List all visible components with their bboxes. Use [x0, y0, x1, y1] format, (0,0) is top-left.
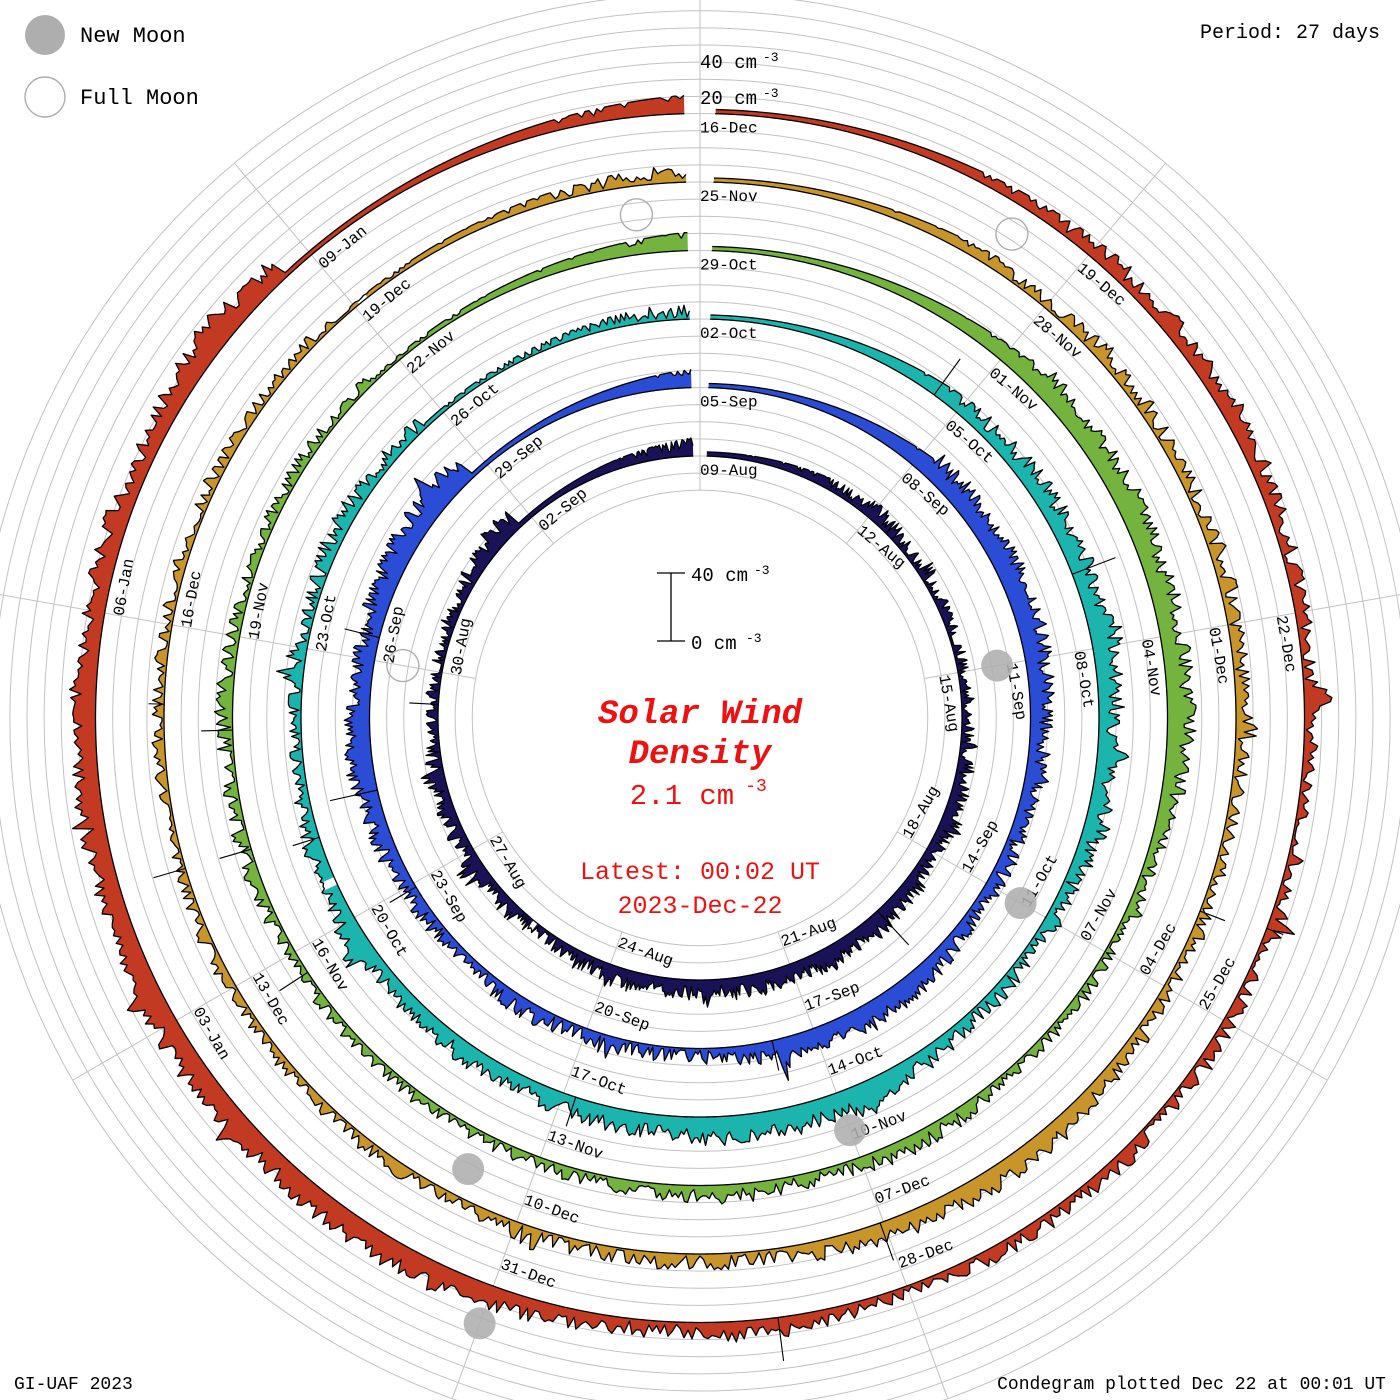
svg-text:40 cm: 40 cm — [700, 52, 757, 74]
svg-text:40 cm: 40 cm — [691, 565, 748, 587]
svg-text:16-Dec: 16-Dec — [700, 120, 758, 138]
svg-text:Condegram plotted Dec 22 at 00: Condegram plotted Dec 22 at 00:01 UT — [997, 1375, 1386, 1395]
svg-text:-3: -3 — [754, 563, 770, 578]
svg-text:2.1 cm: 2.1 cm — [630, 780, 734, 813]
svg-text:20 cm: 20 cm — [700, 88, 757, 110]
svg-text:02-Oct: 02-Oct — [700, 325, 758, 343]
svg-text:05-Sep: 05-Sep — [700, 394, 758, 412]
svg-text:25-Nov: 25-Nov — [700, 188, 758, 206]
svg-text:Period: 27 days: Period: 27 days — [1200, 22, 1380, 45]
svg-text:Solar Wind: Solar Wind — [598, 696, 803, 734]
svg-text:0 cm: 0 cm — [691, 633, 737, 655]
svg-text:GI-UAF 2023: GI-UAF 2023 — [14, 1375, 133, 1395]
svg-text:New Moon: New Moon — [80, 24, 186, 49]
svg-text:-3: -3 — [763, 50, 779, 65]
svg-text:Latest: 00:02 UT: Latest: 00:02 UT — [580, 858, 820, 887]
svg-text:09-Aug: 09-Aug — [700, 462, 758, 480]
svg-text:Density: Density — [629, 736, 773, 774]
svg-text:Full Moon: Full Moon — [80, 86, 199, 111]
svg-text:-3: -3 — [745, 777, 767, 797]
svg-text:29-Oct: 29-Oct — [700, 257, 758, 275]
svg-text:2023-Dec-22: 2023-Dec-22 — [617, 892, 782, 921]
svg-text:-3: -3 — [763, 86, 779, 101]
svg-text:-3: -3 — [746, 631, 762, 646]
